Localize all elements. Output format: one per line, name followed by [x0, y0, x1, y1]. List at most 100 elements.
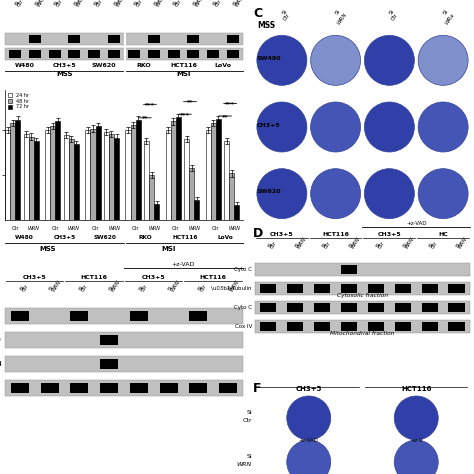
Circle shape	[418, 36, 468, 85]
Text: Si: Si	[267, 242, 274, 249]
Bar	[5, 308, 243, 324]
Text: Ctr: Ctr	[269, 241, 278, 250]
Bar	[114, 137, 119, 220]
Text: Ctr: Ctr	[95, 0, 104, 8]
Text: WRN: WRN	[115, 0, 126, 8]
Bar	[109, 134, 114, 220]
Text: CN: CN	[0, 313, 1, 319]
Text: WRN: WRN	[155, 0, 166, 8]
Text: Ctr: Ctr	[377, 241, 385, 250]
Text: Si: Si	[428, 242, 436, 249]
Text: Si: Si	[375, 242, 382, 249]
Text: WRN: WRN	[194, 0, 205, 8]
Text: W480: W480	[15, 235, 34, 240]
Text: Si: Si	[153, 0, 160, 7]
Bar	[91, 128, 96, 220]
Bar	[100, 359, 118, 369]
Text: RKO: RKO	[138, 235, 152, 240]
Text: Cyto C: Cyto C	[234, 305, 252, 310]
Text: WRN: WRN	[28, 226, 40, 231]
Bar	[126, 130, 130, 220]
Bar	[11, 311, 29, 321]
Bar	[71, 383, 88, 393]
Text: Ctr: Ctr	[200, 283, 208, 293]
Circle shape	[257, 169, 307, 219]
Text: Si: Si	[227, 285, 234, 292]
Text: CH3+5: CH3+5	[257, 122, 281, 128]
Bar	[219, 383, 237, 393]
Bar	[448, 322, 465, 331]
Text: LoVo: LoVo	[215, 63, 232, 68]
Bar	[130, 311, 148, 321]
Bar	[55, 121, 61, 220]
Text: Ctr: Ctr	[132, 226, 139, 231]
Text: CH3+5: CH3+5	[296, 386, 322, 392]
Circle shape	[257, 102, 307, 152]
Bar	[5, 332, 243, 348]
Text: WRN: WRN	[228, 226, 240, 231]
Bar	[184, 139, 189, 220]
Bar	[5, 48, 243, 60]
Circle shape	[310, 36, 361, 85]
Text: Si: Si	[138, 285, 145, 292]
Bar	[229, 173, 234, 220]
Text: SW620: SW620	[257, 189, 282, 194]
Bar	[211, 123, 216, 220]
Text: Ctr: Ctr	[16, 0, 24, 8]
Text: in: in	[0, 385, 1, 391]
Bar	[130, 125, 136, 220]
Bar	[96, 126, 100, 220]
Circle shape	[287, 396, 331, 440]
Circle shape	[257, 36, 307, 85]
Bar	[395, 322, 411, 331]
Text: WRN: WRN	[229, 280, 240, 293]
Bar	[9, 50, 21, 58]
Text: ***: ***	[180, 112, 190, 117]
Bar	[176, 117, 181, 220]
Text: WRN: WRN	[75, 0, 86, 8]
Bar	[128, 50, 140, 58]
Bar	[255, 263, 470, 276]
Bar	[148, 35, 160, 43]
Bar	[50, 126, 55, 220]
Bar	[314, 284, 330, 292]
Bar	[45, 130, 50, 220]
Bar	[29, 35, 41, 43]
Text: MSS: MSS	[257, 21, 275, 30]
Text: WRN: WRN	[234, 0, 245, 8]
Text: Si: Si	[197, 285, 204, 292]
Bar	[190, 383, 207, 393]
Text: Si: Si	[133, 0, 140, 7]
Bar	[34, 141, 39, 220]
Bar	[255, 282, 470, 295]
Text: 9: 9	[0, 337, 1, 343]
Bar	[395, 303, 411, 312]
Bar	[341, 322, 357, 331]
Text: SW620: SW620	[93, 235, 116, 240]
Bar	[154, 204, 159, 220]
Text: **: **	[222, 114, 228, 118]
Text: WRN: WRN	[237, 463, 252, 467]
Bar	[260, 303, 276, 312]
Circle shape	[418, 102, 468, 152]
Text: WRN: WRN	[350, 237, 361, 250]
Text: WRN: WRN	[188, 226, 200, 231]
Text: WRN: WRN	[68, 226, 80, 231]
Bar	[287, 284, 303, 292]
Text: Si: Si	[78, 285, 85, 292]
Text: CH3+5: CH3+5	[142, 275, 165, 280]
Bar	[314, 303, 330, 312]
Text: Si: Si	[192, 0, 199, 7]
Text: HCT116: HCT116	[322, 232, 349, 237]
Bar	[227, 50, 239, 58]
Text: W480: W480	[15, 63, 35, 68]
Text: Ctr: Ctr	[243, 419, 252, 423]
Bar	[448, 303, 465, 312]
Bar	[149, 175, 154, 220]
Bar	[130, 383, 148, 393]
Bar	[422, 322, 438, 331]
Text: HCT116: HCT116	[170, 63, 197, 68]
Text: Ctr: Ctr	[81, 283, 89, 293]
Circle shape	[310, 169, 361, 219]
Text: Ctr: Ctr	[214, 0, 223, 8]
